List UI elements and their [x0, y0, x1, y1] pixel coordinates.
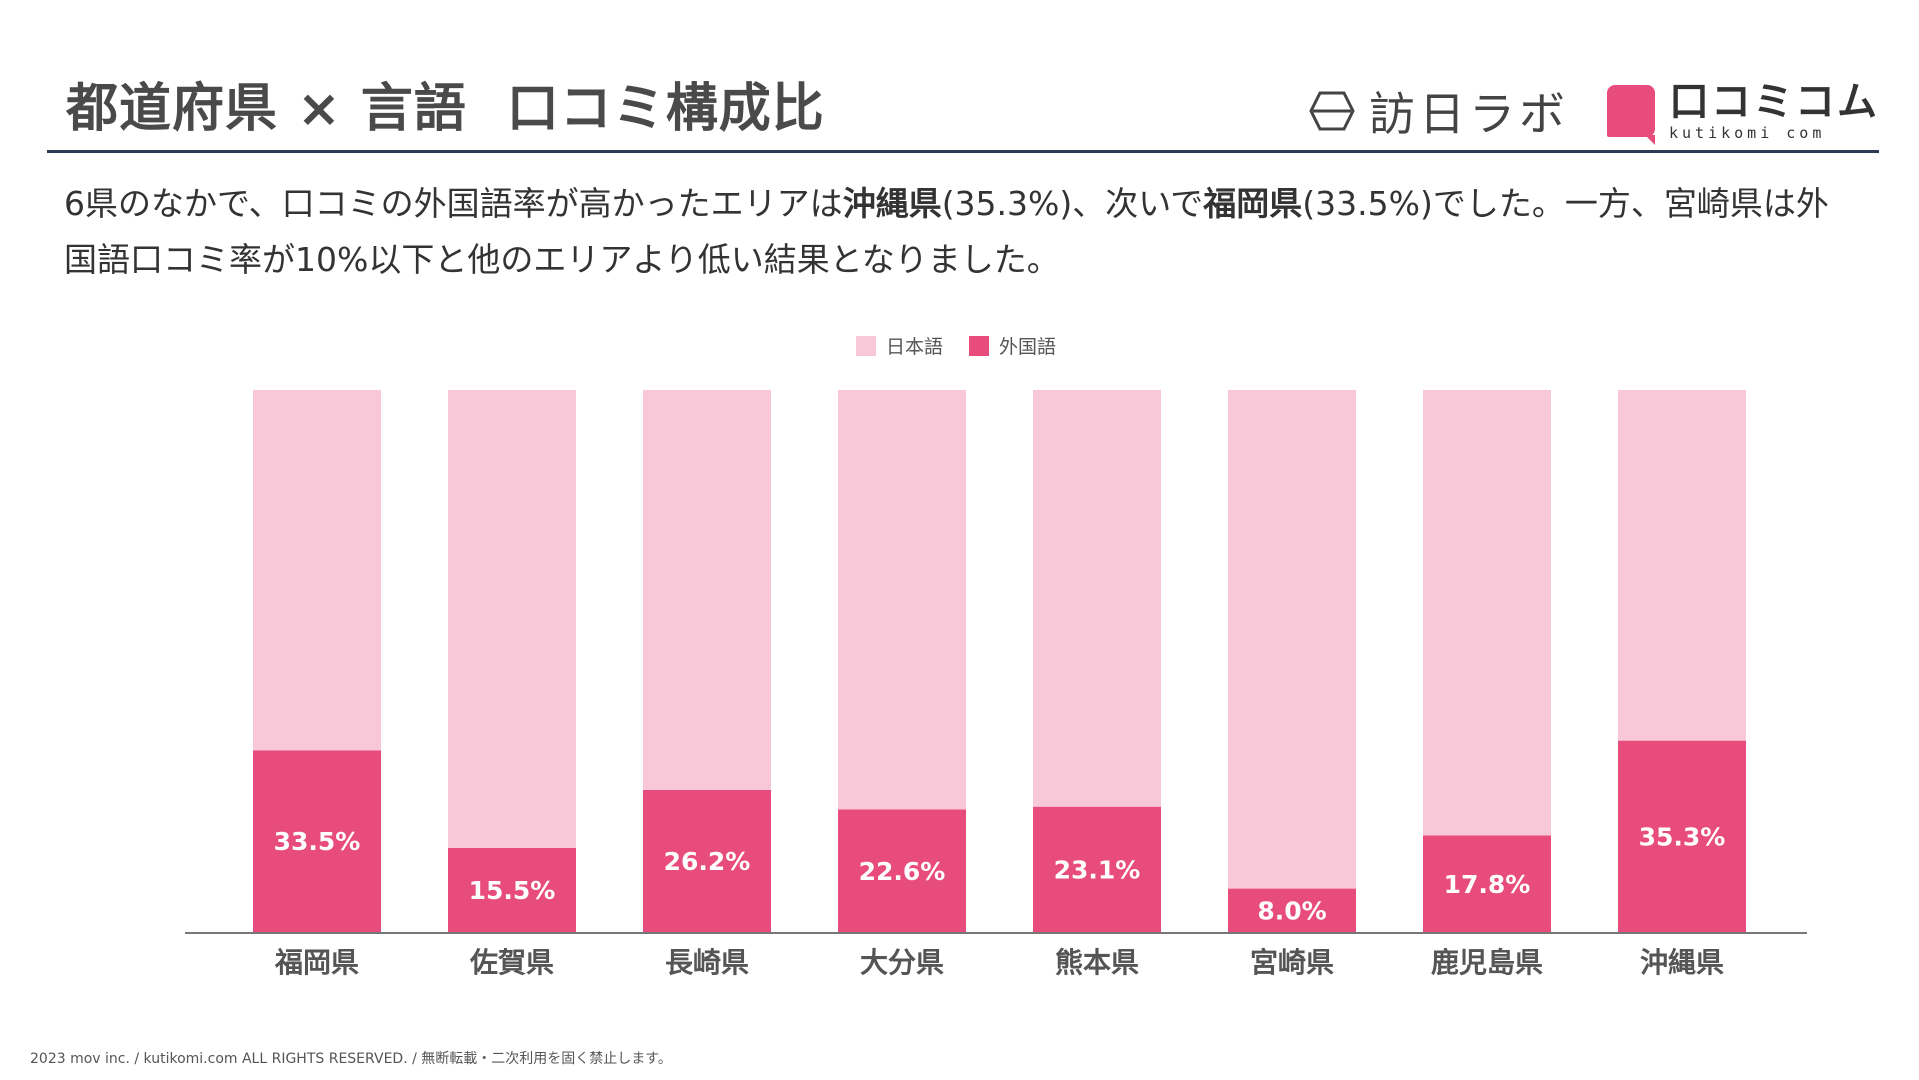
category-label: 鹿児島県	[1431, 946, 1543, 979]
description-text-3: (33.5%)でした。一方、宮崎県は外国語口コミ率が10%以下と他のエリアより低…	[64, 184, 1829, 279]
bar-japanese	[1228, 390, 1356, 889]
bar-foreign	[1228, 888, 1356, 932]
legend-label-foreign: 外国語	[999, 336, 1057, 358]
bar-japanese	[838, 390, 966, 810]
data-label: 26.2%	[664, 847, 751, 876]
data-label: 22.6%	[859, 857, 946, 886]
category-label: 宮崎県	[1250, 946, 1334, 979]
copyright-footer: 2023 mov inc. / kutikomi.com ALL RIGHTS …	[30, 1051, 672, 1067]
bar-foreign	[1033, 806, 1161, 932]
houjin-labo-logo-text: 訪日ラボ	[1369, 87, 1569, 141]
description-text-1: 6県のなかで、口コミの外国語率が高かったエリアは	[64, 184, 843, 223]
header-divider	[47, 150, 1879, 153]
bar-japanese	[1618, 390, 1746, 741]
data-label: 35.3%	[1639, 822, 1726, 851]
legend-item-foreign: 外国語	[969, 332, 1056, 359]
stacked-bar-chart: 33.5% 福岡県 15.5% 佐賀県 26.2% 長崎県 22.6% 大分県 23.1% 熊本県…	[185, 390, 1807, 979]
bar-foreign	[1618, 740, 1746, 932]
data-label: 8.0%	[1257, 896, 1326, 925]
description-highlight-okinawa: 沖縄県	[842, 184, 942, 223]
bar-japanese	[253, 390, 381, 751]
legend-label-japanese: 日本語	[886, 336, 944, 358]
category-label: 長崎県	[665, 946, 749, 979]
bar-japanese	[1423, 390, 1551, 836]
chart-legend: 日本語 外国語	[856, 332, 1056, 359]
bar-foreign	[838, 809, 966, 932]
description-text-2: (35.3%)、次いで	[941, 184, 1204, 223]
kutikomi-logo-en: kutikomi com	[1669, 123, 1826, 142]
data-label: 15.5%	[469, 876, 556, 905]
category-label: 佐賀県	[469, 946, 554, 979]
speech-bubble-icon	[1607, 85, 1655, 145]
kutikomi-logo-jp: 口コミコム	[1669, 78, 1879, 125]
category-label: 熊本県	[1055, 946, 1139, 979]
hexagon-logo-icon	[1309, 91, 1355, 131]
bar-japanese	[448, 390, 576, 848]
legend-swatch-foreign	[969, 335, 990, 356]
data-label: 23.1%	[1054, 855, 1141, 884]
description: 6県のなかで、口コミの外国語率が高かったエリアは沖縄県(35.3%)、次いで福岡…	[64, 176, 1854, 288]
category-label: 沖縄県	[1640, 946, 1724, 979]
legend-swatch-japanese	[856, 335, 876, 356]
bar-japanese	[1033, 390, 1161, 807]
category-label: 大分県	[860, 946, 944, 979]
page-title-sub: 口コミ構成比	[506, 79, 825, 139]
page-title-main: 都道府県 × 言語	[66, 79, 467, 139]
category-label: 福岡県	[274, 946, 359, 979]
bar-foreign	[643, 789, 771, 932]
description-highlight-fukuoka: 福岡県	[1203, 184, 1303, 223]
bar-foreign	[448, 847, 576, 932]
bar-foreign	[253, 750, 381, 932]
legend-item-japanese: 日本語	[856, 332, 943, 359]
houjin-labo-logo: 訪日ラボ	[1309, 78, 1569, 144]
kutikomi-logo: 口コミコム kutikomi com	[1607, 78, 1879, 145]
logo-area: 訪日ラボ 口コミコム kutikomi com	[1309, 78, 1879, 145]
bar-japanese	[643, 390, 771, 790]
page-title: 都道府県 × 言語 口コミ構成比	[66, 66, 825, 141]
data-label: 33.5%	[274, 827, 361, 856]
data-label: 17.8%	[1444, 870, 1531, 899]
bar-foreign	[1423, 835, 1551, 932]
